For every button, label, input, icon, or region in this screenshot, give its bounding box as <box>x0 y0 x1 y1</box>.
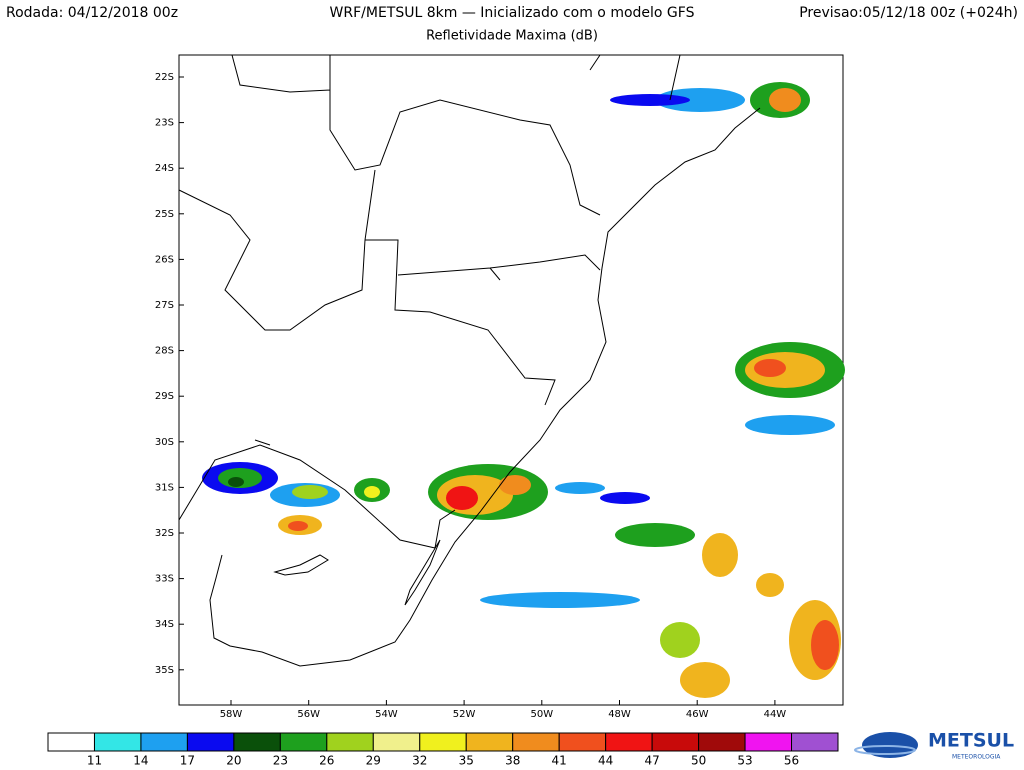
lat-label: 22S <box>155 72 174 83</box>
color-box <box>279 732 328 752</box>
lat-label: 30S <box>155 437 174 448</box>
reflectivity <box>202 82 845 698</box>
lat-label: 29S <box>155 391 174 402</box>
forecast-time: Previsao:05/12/18 00z (+024h) <box>799 5 1018 21</box>
lon-label: 58W <box>220 709 243 720</box>
model-title: WRF/METSUL 8km — Inicializado com o mode… <box>330 5 695 21</box>
logo-name: METSUL <box>928 730 1014 752</box>
lat-label: 25S <box>155 209 174 220</box>
color-box <box>791 732 839 752</box>
lat-label: 27S <box>155 300 174 311</box>
lon-label: 52W <box>453 709 476 720</box>
logo-tagline: METEOROLOGIA <box>952 754 1001 761</box>
lon-label: 44W <box>764 709 787 720</box>
colorbar-label: 56 <box>784 754 799 768</box>
lakes <box>273 539 441 606</box>
colorbar-label: 20 <box>226 754 241 768</box>
colorbar-label: 14 <box>133 754 148 768</box>
colorbar: 11 14 17 20 23 26 29 32 35 38 41 44 47 50 53 56 <box>47 732 839 768</box>
lon-label: 46W <box>686 709 709 720</box>
colorbar-label: 29 <box>366 754 381 768</box>
lat-label: 28S <box>155 346 174 357</box>
colorbar-label: 23 <box>273 754 288 768</box>
color-box <box>140 732 188 752</box>
longitude-labels: 58W 56W 54W 52W 50W 48W 46W 44W <box>220 700 787 720</box>
color-box <box>233 732 281 752</box>
lat-label: 33S <box>155 574 174 585</box>
color-box <box>512 732 560 752</box>
colorbar-label: 53 <box>737 754 752 768</box>
color-box <box>372 732 421 752</box>
coastline <box>209 107 761 667</box>
color-box <box>47 732 95 752</box>
lat-label: 24S <box>155 163 174 174</box>
lon-label: 50W <box>530 709 553 720</box>
field-title: Refletividade Maxima (dB) <box>426 29 598 44</box>
lon-label: 56W <box>297 709 320 720</box>
lat-label: 26S <box>155 254 174 265</box>
colorbar-label: 47 <box>644 754 659 768</box>
lon-label: 48W <box>608 709 631 720</box>
lat-label: 31S <box>155 482 174 493</box>
colorbar-label: 11 <box>87 754 102 768</box>
color-box <box>419 732 467 752</box>
state-borders <box>178 54 681 549</box>
colorbar-label: 38 <box>505 754 520 768</box>
color-box <box>744 732 793 752</box>
color-box <box>605 732 653 752</box>
color-box <box>651 732 700 752</box>
color-box <box>93 732 142 752</box>
lat-label: 35S <box>155 665 174 676</box>
colorbar-label: 17 <box>180 754 195 768</box>
color-box <box>326 732 374 752</box>
lon-label: 54W <box>375 709 398 720</box>
colorbar-label: 32 <box>412 754 427 768</box>
colorbar-label: 41 <box>552 754 567 768</box>
lat-label: 32S <box>155 528 174 539</box>
color-box <box>558 732 607 752</box>
lat-label: 23S <box>155 118 174 129</box>
run-time: Rodada: 04/12/2018 00z <box>6 5 178 21</box>
lat-label: 34S <box>155 619 174 630</box>
colorbar-label: 35 <box>459 754 474 768</box>
map-area <box>178 54 845 706</box>
colorbar-label: 50 <box>691 754 706 768</box>
logo: METSUL METEOROLOGIA <box>854 730 1014 761</box>
color-box <box>186 732 235 752</box>
colorbar-label: 26 <box>319 754 334 768</box>
latitude-labels: 22S 23S 24S 25S 26S 27S 28S 29S 30S 31S 32S 33S 34S 3… <box>155 72 184 676</box>
colorbar-label: 44 <box>598 754 613 768</box>
color-box <box>698 732 746 752</box>
color-box <box>465 732 514 752</box>
